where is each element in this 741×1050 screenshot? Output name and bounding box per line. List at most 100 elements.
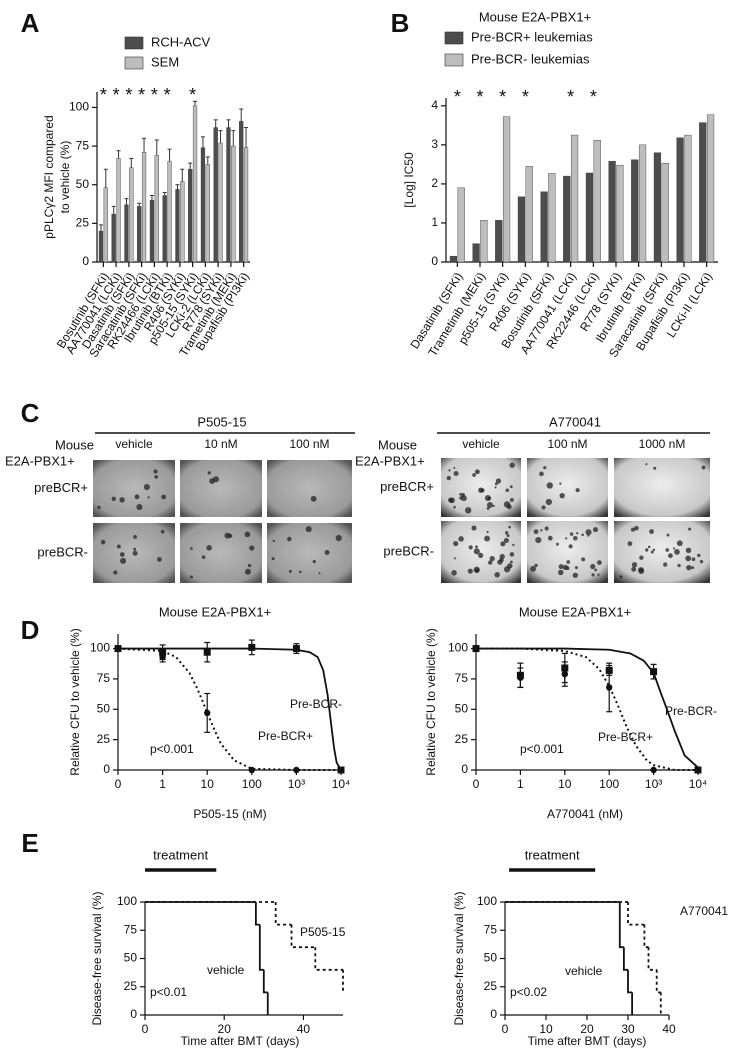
colony [546,482,553,489]
colony [318,572,321,575]
colony-photo [441,458,521,517]
bar [676,137,684,263]
row-header: Mouse [55,437,94,452]
colony [545,498,553,506]
colony [556,542,559,546]
survival-step [655,969,661,994]
data-point [203,648,211,656]
bar [525,166,533,263]
colony [674,549,680,555]
colony [451,570,457,576]
colony [492,504,495,508]
colony [594,568,598,572]
colony [113,570,118,575]
annotation: p<0.001 [520,742,564,756]
bar [205,164,210,263]
legend-swatch [444,53,464,67]
error-bar [137,202,142,207]
colony [97,505,101,510]
colony [544,526,549,531]
colony [650,550,654,554]
bar [103,187,108,263]
y-tick-label: 0 [130,1007,137,1021]
panel-label: E [21,828,38,858]
bar [480,220,488,263]
column-label: 10 nM [204,437,237,451]
y-tick-label: 0 [461,762,468,776]
y-tick-label: 0 [490,1007,497,1021]
significance-mark: * [499,87,506,107]
colony [597,560,602,565]
error-bar [111,205,116,215]
colony [472,473,476,477]
bar [502,116,511,263]
colony [143,484,150,491]
colony-photo [267,523,352,583]
bar [129,167,134,263]
y-axis-label: Relative CFU to vehicle (%) [424,628,438,775]
survival-step [623,947,628,971]
survival-step [262,969,268,994]
colony [201,555,206,559]
legend-label: RCH-ACV [151,34,211,49]
y-tick-label: 50 [97,701,111,715]
colony [638,568,645,574]
colony [190,547,193,550]
colony-photo [441,521,521,583]
bar [154,155,159,263]
error-bar [200,136,205,148]
error-bar [103,168,108,188]
colony [541,505,546,510]
colony [645,548,649,552]
colony [639,555,644,560]
colony [461,493,465,497]
x-tick-label: 1 [159,777,166,791]
colony [630,527,636,532]
bar [111,213,116,263]
colony [581,533,584,537]
y-axis-label: Disease-free survival (%) [90,891,104,1025]
y-axis-label: to vehicle (%) [58,141,72,214]
y-tick-label: 25 [124,979,138,993]
data-point [204,709,211,717]
bar [684,134,692,263]
bar [540,191,548,263]
bar [706,114,715,263]
photo-background [267,523,352,583]
error-bar [129,157,134,168]
colony [509,552,515,557]
colony [189,575,193,579]
y-tick-label: 50 [484,951,498,965]
colony [569,532,574,536]
colony [147,496,150,499]
colony [539,471,544,477]
colony [566,560,571,564]
colony [500,541,506,547]
treatment-label: treatment [525,847,580,862]
significance-mark: * [113,85,120,105]
survival-step [258,924,264,971]
colony-photo [614,458,710,517]
colony [509,462,515,468]
data-point [561,664,569,672]
colony [480,488,485,493]
colony [631,566,637,572]
y-tick-label: 100 [448,641,468,655]
x-tick-label: 40 [297,1022,311,1036]
colony [224,532,231,539]
y-axis-label: Disease-free survival (%) [452,891,466,1025]
error-bar [213,119,218,128]
significance-mark: * [189,85,196,105]
bar [616,164,624,263]
survival-step [618,902,624,949]
colony [631,562,638,568]
photo-background [614,521,710,583]
colony [312,560,316,564]
colony [597,573,600,576]
fit-curve [476,647,698,771]
bar [608,161,616,263]
error-bar [142,137,147,153]
colony [100,539,106,545]
legend-swatch [444,31,464,45]
column-label: vehicle [462,437,500,451]
